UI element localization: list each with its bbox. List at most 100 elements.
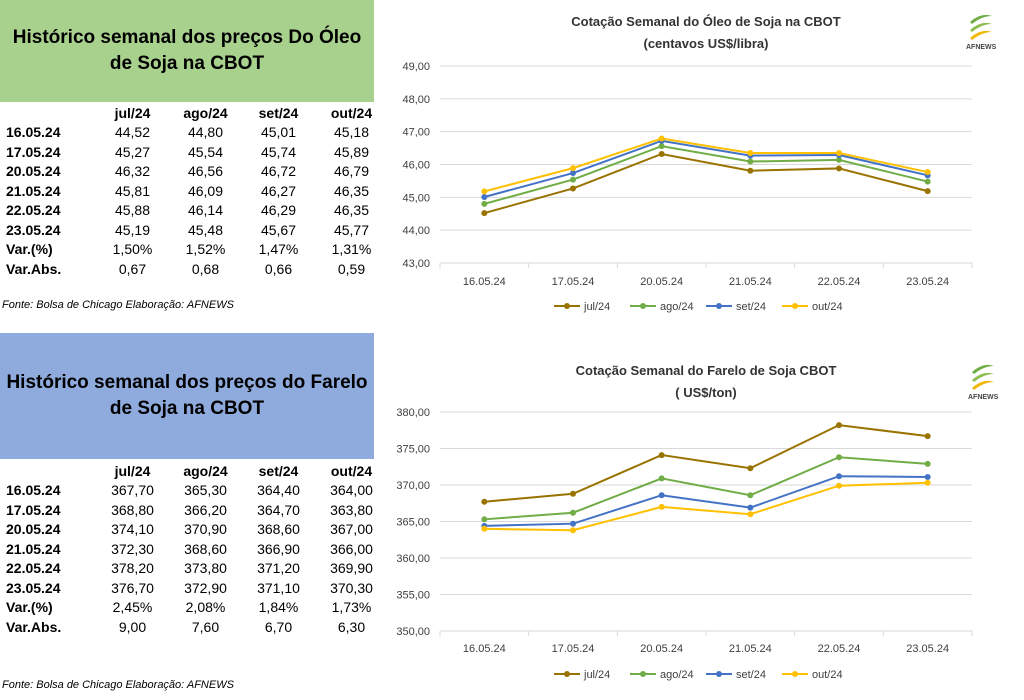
y-tick-label: 380,00 — [396, 407, 430, 419]
table-cell: 1,52% — [185, 241, 226, 258]
row-label: 22.05.24 — [6, 560, 61, 577]
table-cell: 378,20 — [111, 560, 154, 577]
row-label: 21.05.24 — [6, 540, 61, 557]
y-tick-label: 360,00 — [396, 553, 430, 565]
legend-marker — [792, 303, 798, 309]
table-cell: 0,67 — [118, 260, 147, 277]
y-tick-label: 370,00 — [396, 480, 430, 492]
table-header-row: jul/24 ago/24 set/24 out/24 — [6, 103, 388, 123]
legend-marker — [716, 303, 722, 309]
table-cell: 46,56 — [187, 163, 224, 180]
farelo-section-title: Histórico semanal dos preços do Farelo d… — [0, 333, 374, 459]
table-row: Var.(%) 2,45% 2,08% 1,84% 1,73% — [6, 598, 388, 618]
table-cell: 367,00 — [330, 521, 373, 538]
y-tick-label: 350,00 — [396, 626, 430, 638]
table-cell: 368,60 — [257, 521, 300, 538]
data-point — [658, 492, 665, 499]
data-point — [924, 178, 931, 185]
x-tick-label: 23.05.24 — [906, 643, 949, 655]
data-point — [836, 454, 842, 461]
data-point — [658, 143, 665, 150]
data-point — [481, 194, 488, 201]
farelo-title-line2: de Soja na CBOT — [109, 398, 265, 419]
table-cell: 45,88 — [114, 202, 151, 219]
table-row: 21.05.24 372,30 368,60 366,90 366,00 — [6, 539, 388, 559]
table-cell: 46,32 — [114, 163, 151, 180]
column-header: set/24 — [258, 104, 299, 121]
table-corner — [6, 461, 96, 481]
legend-label: jul/24 — [583, 301, 610, 313]
data-point — [924, 473, 931, 480]
table-cell: 0,59 — [337, 260, 366, 277]
table-cell: 46,35 — [333, 182, 370, 199]
legend-label: set/24 — [736, 669, 766, 681]
table-cell: 365,30 — [184, 482, 227, 499]
data-point — [570, 165, 576, 172]
data-point — [481, 200, 488, 207]
x-tick-label: 22.05.24 — [818, 643, 861, 655]
series-line — [484, 456, 928, 521]
table-row: 23.05.24 376,70 372,90 371,10 370,30 — [6, 578, 388, 598]
data-point — [570, 185, 576, 192]
column-header: jul/24 — [114, 104, 151, 121]
x-tick-label: 22.05.24 — [818, 276, 861, 288]
y-tick-label: 49,00 — [402, 61, 430, 73]
table-cell: 371,20 — [257, 560, 300, 577]
data-point — [836, 422, 842, 429]
table-cell: 46,72 — [260, 163, 297, 180]
y-tick-label: 44,00 — [402, 225, 430, 237]
data-point — [924, 169, 931, 176]
x-tick-label: 20.05.24 — [640, 643, 683, 655]
legend-label: ago/24 — [660, 301, 694, 313]
x-tick-label: 20.05.24 — [640, 276, 683, 288]
x-tick-label: 23.05.24 — [906, 276, 949, 288]
row-label: Var.Abs. — [6, 260, 62, 277]
table-cell: 7,60 — [191, 618, 220, 635]
table-cell: 367,70 — [111, 482, 154, 499]
row-label: 20.05.24 — [6, 521, 61, 538]
farelo-source-note: Fonte: Bolsa de Chicago Elaboração: AFNE… — [2, 679, 234, 691]
table-cell: 368,60 — [184, 540, 227, 557]
data-point — [924, 188, 931, 195]
table-cell: 46,29 — [260, 202, 297, 219]
farelo-title-line1: Histórico semanal dos preços do Farelo — [6, 372, 368, 393]
oleo-section-title: Histórico semanal dos preços Do Óleo de … — [0, 0, 374, 102]
chart-subtitle: ( US$/ton) — [675, 385, 736, 400]
table-cell: 46,35 — [333, 202, 370, 219]
legend-marker — [640, 671, 646, 677]
oleo-line-chart: Cotação Semanal do Óleo de Soja na CBOT (… — [402, 14, 973, 313]
table-cell: 366,00 — [330, 540, 373, 557]
data-point — [747, 158, 754, 165]
table-cell: 44,52 — [114, 124, 151, 141]
data-point — [658, 475, 665, 482]
row-label: 23.05.24 — [6, 221, 61, 238]
table-corner — [6, 103, 96, 123]
table-row: 20.05.24 46,32 46,56 46,72 46,79 — [6, 162, 388, 182]
table-cell: 45,54 — [187, 143, 224, 160]
column-header: out/24 — [330, 104, 373, 121]
data-point — [747, 167, 754, 174]
table-cell: 45,48 — [187, 221, 224, 238]
legend-marker — [564, 671, 570, 677]
y-tick-label: 43,00 — [402, 258, 430, 270]
table-row: Var.Abs. 0,67 0,68 0,66 0,59 — [6, 259, 388, 279]
table-cell: 1,31% — [331, 241, 372, 258]
x-tick-label: 17.05.24 — [552, 276, 595, 288]
table-cell: 1,84% — [258, 599, 299, 616]
table-cell: 45,01 — [260, 124, 297, 141]
data-point — [570, 490, 576, 497]
oleo-title-line2: de Soja na CBOT — [109, 53, 265, 74]
data-point — [924, 433, 931, 440]
row-label: 16.05.24 — [6, 124, 61, 141]
table-row: Var.(%) 1,50% 1,52% 1,47% 1,31% — [6, 240, 388, 260]
data-point — [836, 473, 842, 480]
farelo-line-chart: Cotação Semanal do Farelo de Soja CBOT ( … — [396, 363, 973, 681]
x-tick-label: 16.05.24 — [463, 276, 506, 288]
legend-label: out/24 — [812, 301, 843, 313]
farelo-price-table: jul/24 ago/24 set/24 out/24 16.05.24 367,70 36… — [6, 461, 388, 637]
table-row: Var.Abs. 9,00 7,60 6,70 6,30 — [6, 617, 388, 637]
x-tick-label: 17.05.24 — [552, 643, 595, 655]
table-cell: 364,00 — [330, 482, 373, 499]
series-line — [484, 139, 928, 198]
table-cell: 46,09 — [187, 182, 224, 199]
